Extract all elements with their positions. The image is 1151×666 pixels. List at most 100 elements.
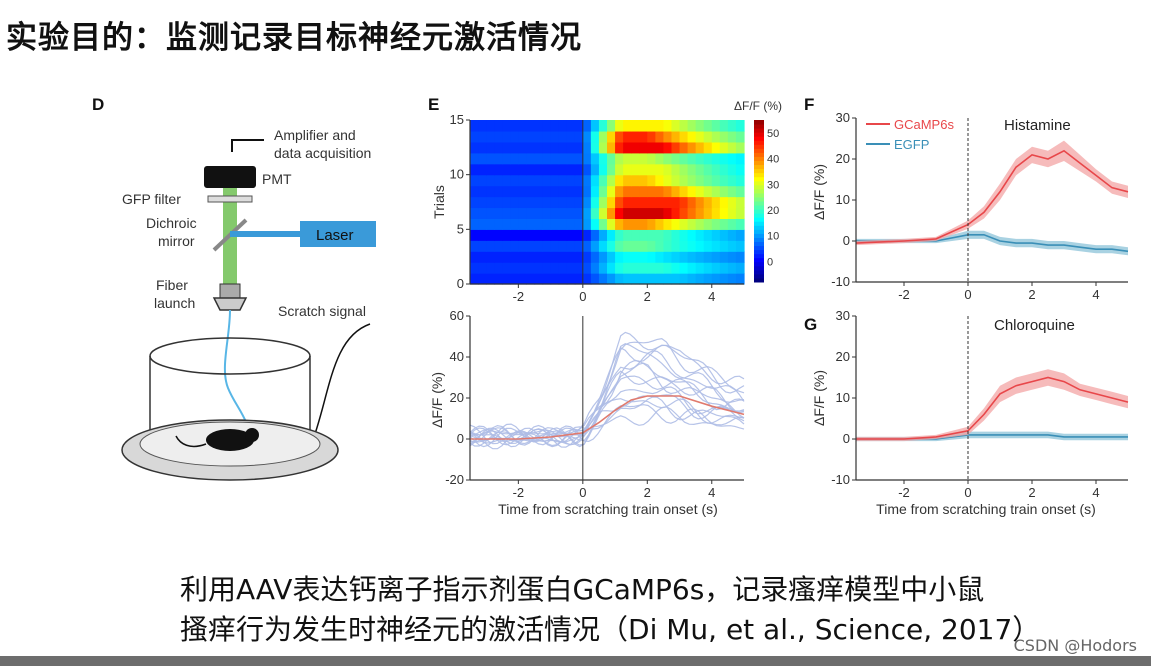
heatmap-cell <box>719 152 729 165</box>
heatmap-cell <box>574 141 584 154</box>
heatmap-cell <box>598 141 608 154</box>
heatmap-cell <box>607 174 616 187</box>
colorbar-segment <box>754 128 764 133</box>
heatmap-cell <box>703 130 713 143</box>
heatmap-cell <box>663 218 673 230</box>
heatmap-cell <box>631 207 640 219</box>
heatmap-cell <box>550 196 560 209</box>
heatmap-cell <box>727 120 737 132</box>
heatmap-cell <box>735 120 745 132</box>
heatmap-cell <box>719 207 729 219</box>
heatmap-cell <box>598 152 608 165</box>
heatmap-cell <box>518 185 528 198</box>
heatmap-cell <box>486 229 495 241</box>
heatmap-cell <box>703 152 713 165</box>
heatmap-cell <box>719 185 729 198</box>
heatmap-cell <box>526 229 536 241</box>
heatmap-cell <box>494 196 503 209</box>
heatmap-cell <box>623 120 632 132</box>
heatmap-cell <box>687 163 697 176</box>
heatmap-cell <box>494 152 503 165</box>
heatmap-cell <box>486 174 495 187</box>
heatmap-cell <box>510 130 519 143</box>
heatmap-cell <box>639 152 648 165</box>
heatmap-cell <box>655 273 665 285</box>
heatmap-cell <box>590 229 600 241</box>
heatmap-cell <box>695 174 705 187</box>
colorbar-segment <box>754 277 764 283</box>
heatmap-cell <box>566 141 576 154</box>
heatmap-cell <box>558 251 568 263</box>
heatmap-cell <box>631 262 640 274</box>
heatmap-cell <box>598 120 608 132</box>
heatmap-cell <box>590 262 600 274</box>
heatmap-cell <box>534 130 544 143</box>
heatmap-cell <box>655 141 665 154</box>
heatmap-cell <box>711 174 721 187</box>
heatmap-cell <box>671 207 681 219</box>
y-tick-label: 20 <box>450 390 464 405</box>
heatmap-cell <box>582 185 592 198</box>
x-tick-label: 0 <box>964 485 971 500</box>
heatmap-cell <box>494 185 503 198</box>
bottom-bar <box>0 656 1151 666</box>
heatmap-cell <box>478 229 487 241</box>
heatmap-cell <box>647 218 656 230</box>
heatmap-cell <box>615 229 624 241</box>
heatmap-cell <box>735 163 745 176</box>
heatmap-cell <box>727 273 737 285</box>
heatmap-cell <box>647 273 656 285</box>
heatmap-cell <box>582 262 592 274</box>
heatmap-cell <box>598 262 608 274</box>
heatmap-cell <box>574 229 584 241</box>
heatmap-cell <box>470 196 479 209</box>
heatmap-cell <box>631 141 640 154</box>
heatmap-cell <box>607 163 616 176</box>
heatmap-cell <box>502 152 511 165</box>
heatmap-cell <box>695 141 705 154</box>
heatmap-cell <box>566 251 576 263</box>
heatmap-cell <box>639 120 648 132</box>
heatmap-cell <box>566 174 576 187</box>
colorbar-segment <box>754 241 764 247</box>
heatmap-cell <box>590 273 600 285</box>
heatmap-cell <box>550 174 560 187</box>
heatmap-cell <box>550 207 560 219</box>
slide-title: 实验目的：监测记录目标神经元激活情况 <box>6 20 582 56</box>
panel-e-heatmap: E Trials ΔF/F (%) 0 5 10 15 -2 0 2 4 0 10 20 30 40 5… <box>428 95 782 304</box>
heatmap-cell <box>655 218 665 230</box>
heatmap-cell <box>711 163 721 176</box>
heatmap-cell <box>478 196 487 209</box>
heatmap-cell <box>502 196 511 209</box>
heatmap-cell <box>663 251 673 263</box>
heatmap-cell <box>494 207 503 219</box>
heatmap-cell <box>663 262 673 274</box>
heatmap-cell <box>590 152 600 165</box>
heatmap-cell <box>727 218 737 230</box>
sem-band-gcamp6s <box>856 140 1128 246</box>
heatmap-cell <box>478 185 487 198</box>
panel-e-traces: ΔF/F (%) Time from scratching train onse… <box>429 310 745 517</box>
heatmap-cell <box>598 130 608 143</box>
heatmap-cell <box>518 130 528 143</box>
heatmap-cell <box>687 130 697 143</box>
sem-band-egfp <box>856 230 1128 256</box>
y-tick-label: 40 <box>450 349 464 364</box>
y-tick-label: 30 <box>836 110 850 125</box>
heatmap-cell <box>566 273 576 285</box>
heatmap-cell <box>598 196 608 209</box>
trial-trace <box>469 404 745 447</box>
x-tick-label: 2 <box>644 485 651 500</box>
heatmap-cell <box>542 130 552 143</box>
heatmap-cell <box>655 130 665 143</box>
heatmap-cell <box>478 163 487 176</box>
heatmap-cell <box>590 196 600 209</box>
y-tick-label: 20 <box>836 349 850 364</box>
heatmap-cell <box>574 251 584 263</box>
colorbar-segment <box>754 229 764 234</box>
heatmap-cell <box>687 262 697 274</box>
heatmap-cell <box>598 251 608 263</box>
heatmap-cell <box>598 163 608 176</box>
colorbar-segment <box>754 265 764 271</box>
heatmap-cell <box>566 262 576 274</box>
